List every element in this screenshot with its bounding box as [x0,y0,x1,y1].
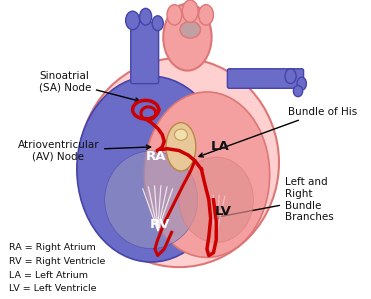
Text: LA: LA [211,140,229,153]
Ellipse shape [139,8,152,25]
Text: RA: RA [145,150,166,163]
Text: Left and
Right
Bundle
Branches: Left and Right Bundle Branches [215,177,334,222]
Ellipse shape [152,16,163,31]
Ellipse shape [297,77,306,90]
Ellipse shape [163,4,211,71]
Text: Atrioventricular
(AV) Node: Atrioventricular (AV) Node [17,140,151,161]
Text: RA = Right Atrium
RV = Right Ventricle
LA = Left Atrium
LV = Left Ventricle: RA = Right Atrium RV = Right Ventricle L… [9,243,105,293]
Text: Sinoatrial
(SA) Node: Sinoatrial (SA) Node [39,71,139,102]
Text: LV: LV [214,205,231,218]
Text: Bundle of His: Bundle of His [199,106,357,157]
Ellipse shape [126,11,139,30]
Text: RV: RV [150,218,171,231]
Ellipse shape [180,21,200,38]
Ellipse shape [198,5,213,25]
FancyBboxPatch shape [227,69,303,88]
Ellipse shape [144,92,270,257]
Ellipse shape [79,58,279,267]
Ellipse shape [105,151,198,248]
Ellipse shape [182,0,198,22]
Ellipse shape [174,129,187,140]
Ellipse shape [285,69,296,84]
Ellipse shape [293,86,303,97]
Ellipse shape [167,5,182,25]
Ellipse shape [77,76,226,262]
Ellipse shape [179,157,253,242]
Ellipse shape [166,123,196,171]
FancyBboxPatch shape [131,22,159,84]
